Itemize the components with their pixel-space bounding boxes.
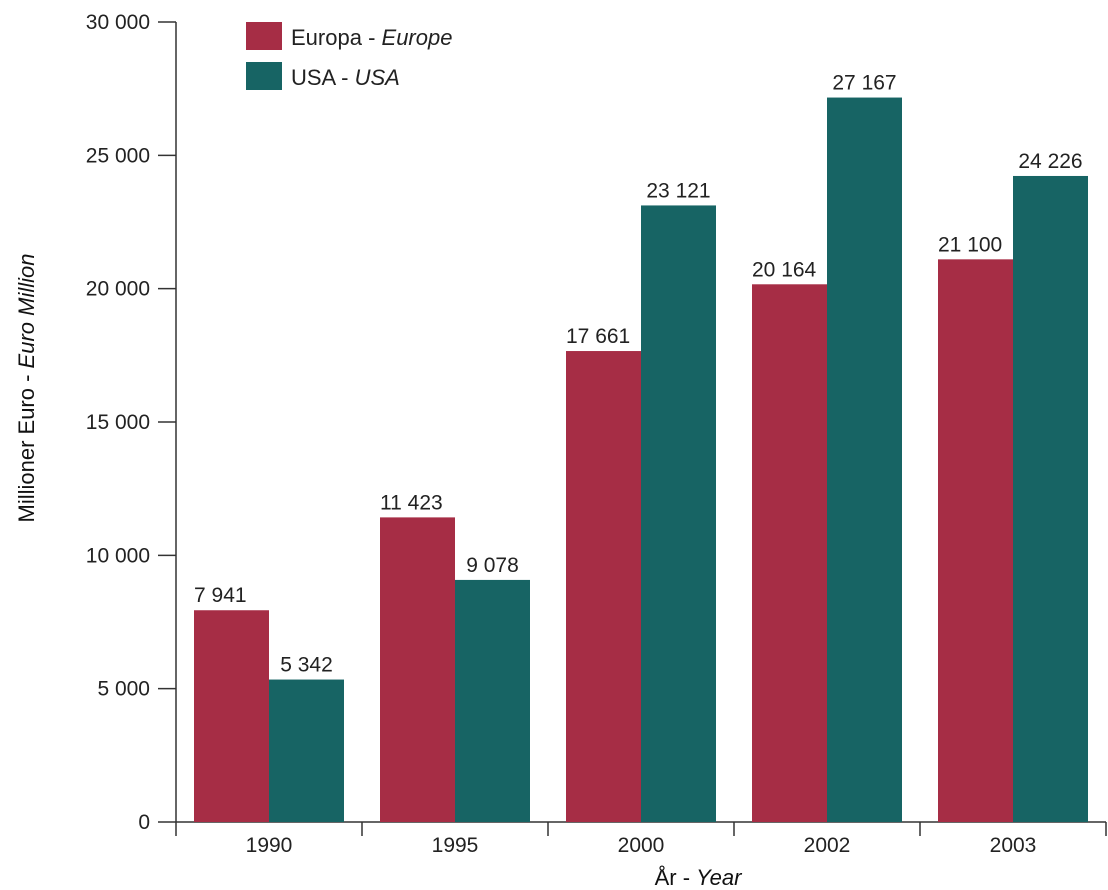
y-axis: 0 5 000 10 000 15 000 20 000 25 000 30 000 bbox=[86, 11, 177, 834]
x-tick-label: 1995 bbox=[432, 834, 479, 857]
y-tick-label: 5 000 bbox=[97, 678, 150, 701]
bar-europe-1995 bbox=[380, 517, 455, 822]
bar-usa-2003 bbox=[1013, 175, 1088, 822]
legend-swatch-usa bbox=[246, 62, 282, 90]
legend-label-usa: USA - USA bbox=[291, 65, 400, 90]
bar-usa-1995 bbox=[455, 579, 530, 822]
data-labels: 7 941 11 423 17 661 20 164 21 100 5 342 9 078 2… bbox=[194, 72, 1083, 677]
bar-usa-1990 bbox=[269, 679, 344, 822]
x-tick-label: 1990 bbox=[246, 834, 293, 857]
x-axis-title: År - Year bbox=[655, 865, 743, 890]
data-label-europe-1995: 11 423 bbox=[380, 491, 443, 514]
data-label-europe-2003: 21 100 bbox=[938, 233, 1002, 256]
bar-usa-2000 bbox=[641, 205, 716, 822]
legend-label-europe: Europa - Europe bbox=[291, 25, 452, 50]
data-label-europe-2002: 20 164 bbox=[752, 258, 817, 281]
bar-europe-1990 bbox=[194, 610, 269, 822]
y-tick-label: 0 bbox=[138, 811, 150, 834]
data-label-europe-2000: 17 661 bbox=[566, 325, 630, 348]
data-label-usa-2000: 23 121 bbox=[646, 179, 710, 202]
data-label-usa-2003: 24 226 bbox=[1018, 150, 1082, 173]
legend: Europa - Europe USA - USA bbox=[246, 22, 452, 90]
data-label-usa-1990: 5 342 bbox=[280, 654, 333, 677]
x-tick-label: 2002 bbox=[804, 834, 851, 857]
y-tick-label: 10 000 bbox=[86, 544, 150, 567]
bar-europe-2000 bbox=[566, 351, 641, 822]
bar-europe-2003 bbox=[938, 259, 1013, 822]
x-tick-label: 2003 bbox=[990, 834, 1037, 857]
data-label-usa-1995: 9 078 bbox=[466, 554, 519, 577]
x-tick-label: 2000 bbox=[618, 834, 665, 857]
bar-europe-2002 bbox=[752, 284, 827, 822]
y-axis-title: Millioner Euro - Euro Million bbox=[14, 254, 39, 523]
bars bbox=[194, 97, 1088, 822]
x-axis: 1990 1995 2000 2002 2003 bbox=[175, 821, 1107, 857]
data-label-usa-2002: 27 167 bbox=[832, 72, 896, 95]
y-tick-label: 15 000 bbox=[86, 411, 150, 434]
data-label-europe-1990: 7 941 bbox=[194, 584, 247, 607]
y-tick-label: 25 000 bbox=[86, 144, 150, 167]
bar-usa-2002 bbox=[827, 97, 902, 822]
y-tick-label: 20 000 bbox=[86, 278, 150, 301]
legend-swatch-europe bbox=[246, 22, 282, 50]
y-tick-label: 30 000 bbox=[86, 11, 150, 34]
